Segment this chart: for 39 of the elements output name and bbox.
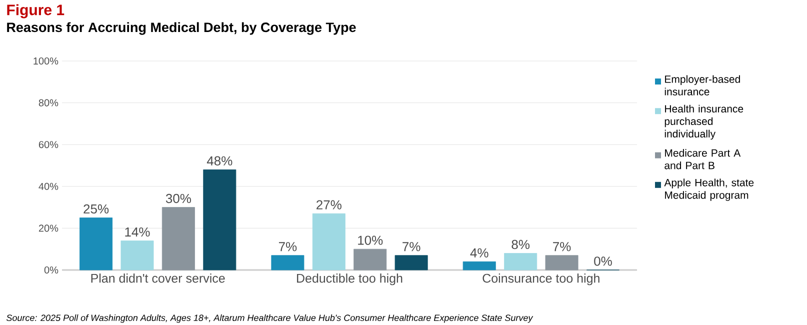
- bar: [271, 255, 304, 270]
- bar: [394, 255, 428, 270]
- data-label: 7%: [553, 242, 571, 252]
- bar: [80, 218, 113, 270]
- data-label: 7%: [278, 242, 297, 252]
- x-tick-label: Plan didn't cover service: [91, 274, 225, 283]
- y-tick-label: 100%: [34, 57, 58, 65]
- legend-label: Employer-based insurance: [664, 75, 740, 96]
- x-tick-label: Coinsurance too high: [482, 274, 600, 286]
- bar: [545, 255, 578, 270]
- y-tick-label: 60%: [38, 141, 58, 148]
- y-tick-label: 20%: [38, 224, 58, 232]
- bar: [312, 213, 346, 270]
- data-label: 48%: [206, 156, 232, 166]
- bar: [203, 169, 236, 270]
- bar: [354, 248, 387, 270]
- y-tick-label: 0%: [44, 266, 58, 274]
- chart-subtitle: Reasons for Accruing Medical Debt, by Coverage Type: [7, 22, 356, 35]
- bar: [462, 261, 496, 270]
- legend-label: Health insurance purchased individually: [664, 104, 744, 140]
- bar: [504, 253, 538, 270]
- data-label: 7%: [402, 242, 420, 252]
- bar: [162, 207, 195, 270]
- source-note: Source: 2025 Poll of Washington Adults, Ages 18+, Altarum Healthcare Value Hub's Consumer Healthcare Experience State Survey: [6, 314, 534, 323]
- data-label: 30%: [166, 194, 191, 204]
- data-label: 27%: [316, 200, 342, 210]
- data-label: 8%: [512, 240, 530, 250]
- data-label: 14%: [125, 227, 150, 237]
- data-label: 0%: [594, 256, 612, 266]
- y-tick-label: 80%: [38, 99, 58, 106]
- data-label: 25%: [84, 204, 109, 214]
- data-label: 10%: [358, 236, 383, 245]
- legend-label: Apple Health, state Medicaid program: [664, 178, 754, 201]
- y-tick-label: 40%: [38, 182, 58, 190]
- chart-title: Figure 1: [7, 4, 64, 18]
- legend-label: Medicare Part A and Part B: [664, 149, 741, 170]
- bar: [120, 240, 154, 270]
- x-tick-label: Deductible too high: [297, 274, 402, 286]
- data-label: 4%: [470, 248, 488, 258]
